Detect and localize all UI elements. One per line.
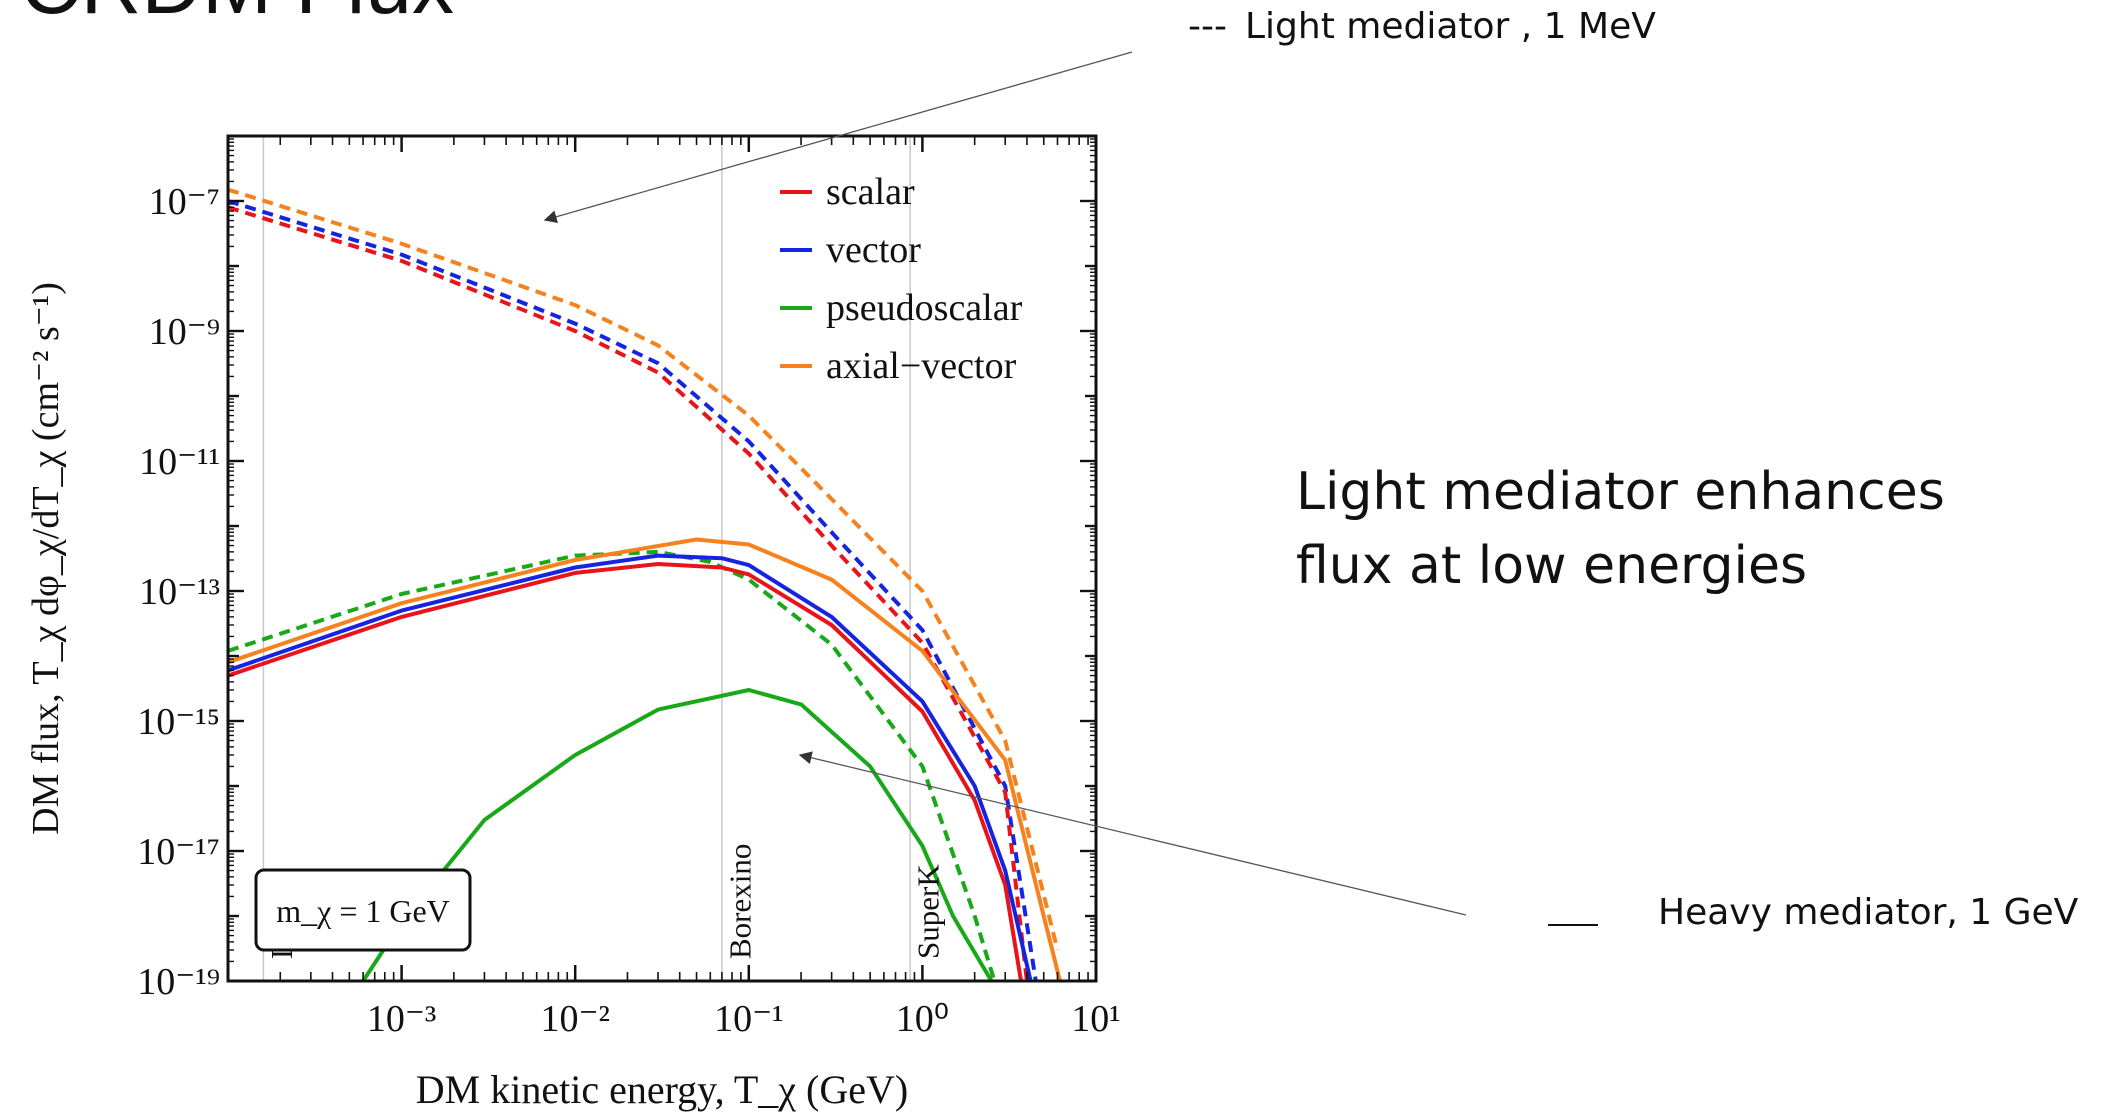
callout-line: flux at low energies bbox=[1296, 536, 1808, 596]
legend-label: pseudoscalar bbox=[826, 287, 1023, 329]
legend-label: vector bbox=[826, 229, 921, 271]
plot-frame bbox=[226, 134, 1098, 983]
y-tick-label: 10⁻⁷ bbox=[149, 181, 220, 223]
mass-label: m_χ = 1 GeV bbox=[276, 893, 450, 929]
x-tick-label: 10⁻³ bbox=[367, 998, 436, 1040]
heavy-mediator-label: Heavy mediator, 1 GeV bbox=[1658, 892, 2079, 933]
series-heavy-pseudoscalar bbox=[361, 688, 994, 981]
light-mediator-arrow bbox=[543, 51, 1133, 224]
callout-text: Light mediator enhances flux at low ener… bbox=[1296, 455, 1945, 603]
x-axis-label: DM kinetic energy, T_χ (GeV) bbox=[416, 1067, 908, 1112]
x-tick-label: 10⁻¹ bbox=[714, 998, 783, 1040]
series-heavy-axial-vector bbox=[228, 537, 1062, 981]
x-tick-label: 10⁰ bbox=[896, 998, 949, 1040]
threshold-label: SuperK bbox=[911, 864, 946, 959]
series-heavy-vector bbox=[228, 553, 1033, 981]
dashed-line-marker: --- bbox=[1188, 6, 1227, 47]
y-tick-label: 10⁻¹⁷ bbox=[137, 831, 220, 873]
series-heavy-scalar bbox=[228, 562, 1023, 981]
light-mediator-note: --- Light mediator , 1 MeV bbox=[1188, 6, 1656, 47]
series-light-pseudoscalar bbox=[228, 549, 997, 981]
x-tick-label: 10⁻² bbox=[540, 998, 609, 1040]
mass-label-box bbox=[254, 868, 472, 952]
y-tick-label: 10⁻¹³ bbox=[139, 571, 220, 613]
series-light-scalar bbox=[228, 205, 1029, 981]
legend-label: scalar bbox=[826, 171, 915, 213]
y-tick-label: 10⁻¹⁵ bbox=[137, 701, 220, 743]
y-tick-label: 10⁻¹⁹ bbox=[137, 961, 220, 1003]
light-mediator-label: Light mediator , 1 MeV bbox=[1244, 6, 1656, 47]
y-axis-label: DM flux, T_χ dφ_χ/dT_χ (cm⁻² s⁻¹) bbox=[25, 282, 67, 835]
threshold-label: Borexino bbox=[722, 844, 757, 959]
series-light-axial-vector bbox=[228, 187, 1060, 951]
solid-line-marker bbox=[1548, 924, 1598, 926]
slide-title: CRDM Flux bbox=[20, 0, 454, 26]
y-tick-label: 10⁻¹¹ bbox=[139, 441, 220, 483]
x-tick-label: 10¹ bbox=[1071, 998, 1120, 1040]
series-light-vector bbox=[228, 199, 1038, 981]
legend-label: axial−vector bbox=[826, 345, 1017, 387]
callout-line: Light mediator enhances bbox=[1296, 462, 1945, 522]
y-tick-label: 10⁻⁹ bbox=[149, 311, 220, 353]
heavy-mediator-arrow bbox=[798, 751, 1467, 916]
